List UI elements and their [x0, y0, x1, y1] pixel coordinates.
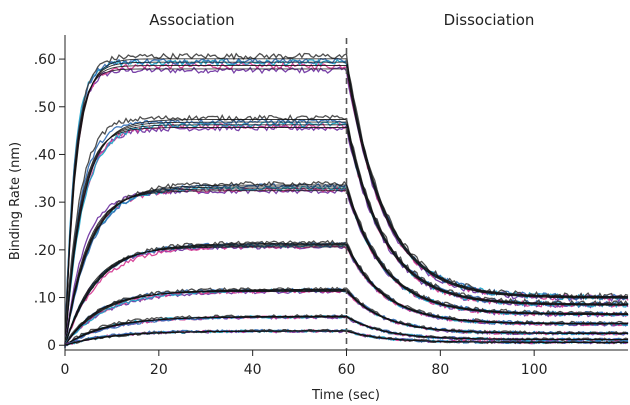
x-axis-title: Time (sec) — [311, 388, 380, 403]
fit-curve — [64, 127, 628, 346]
y-tick-label: .50 — [34, 100, 56, 116]
measured-trace — [64, 180, 629, 346]
y-tick-label: .20 — [34, 243, 56, 259]
fit-curve — [64, 65, 628, 346]
y-tick-label: .30 — [34, 195, 56, 211]
x-tick-label: 40 — [244, 362, 262, 378]
fit-curve — [64, 315, 628, 346]
x-ticks: 0 20 40 60 80 100 — [61, 350, 548, 378]
y-axis-title: Binding Rate (nm) — [8, 142, 23, 260]
x-tick-label: 100 — [521, 362, 548, 378]
dissociation-label: Dissociation — [444, 11, 535, 29]
x-tick-label: 0 — [61, 362, 70, 378]
y-tick-label: 0 — [47, 338, 56, 354]
y-tick-label: .10 — [34, 291, 56, 307]
y-tick-label: .40 — [34, 147, 56, 163]
fit-curve — [64, 124, 628, 346]
y-tick-label: .60 — [34, 52, 56, 68]
fit-curve — [64, 184, 628, 346]
y-ticks: 0 .10 .20 .30 .40 .50 .60 — [34, 52, 65, 354]
x-tick-label: 60 — [338, 362, 356, 378]
x-tick-label: 20 — [150, 362, 168, 378]
x-tick-label: 80 — [431, 362, 449, 378]
association-label: Association — [149, 11, 234, 29]
